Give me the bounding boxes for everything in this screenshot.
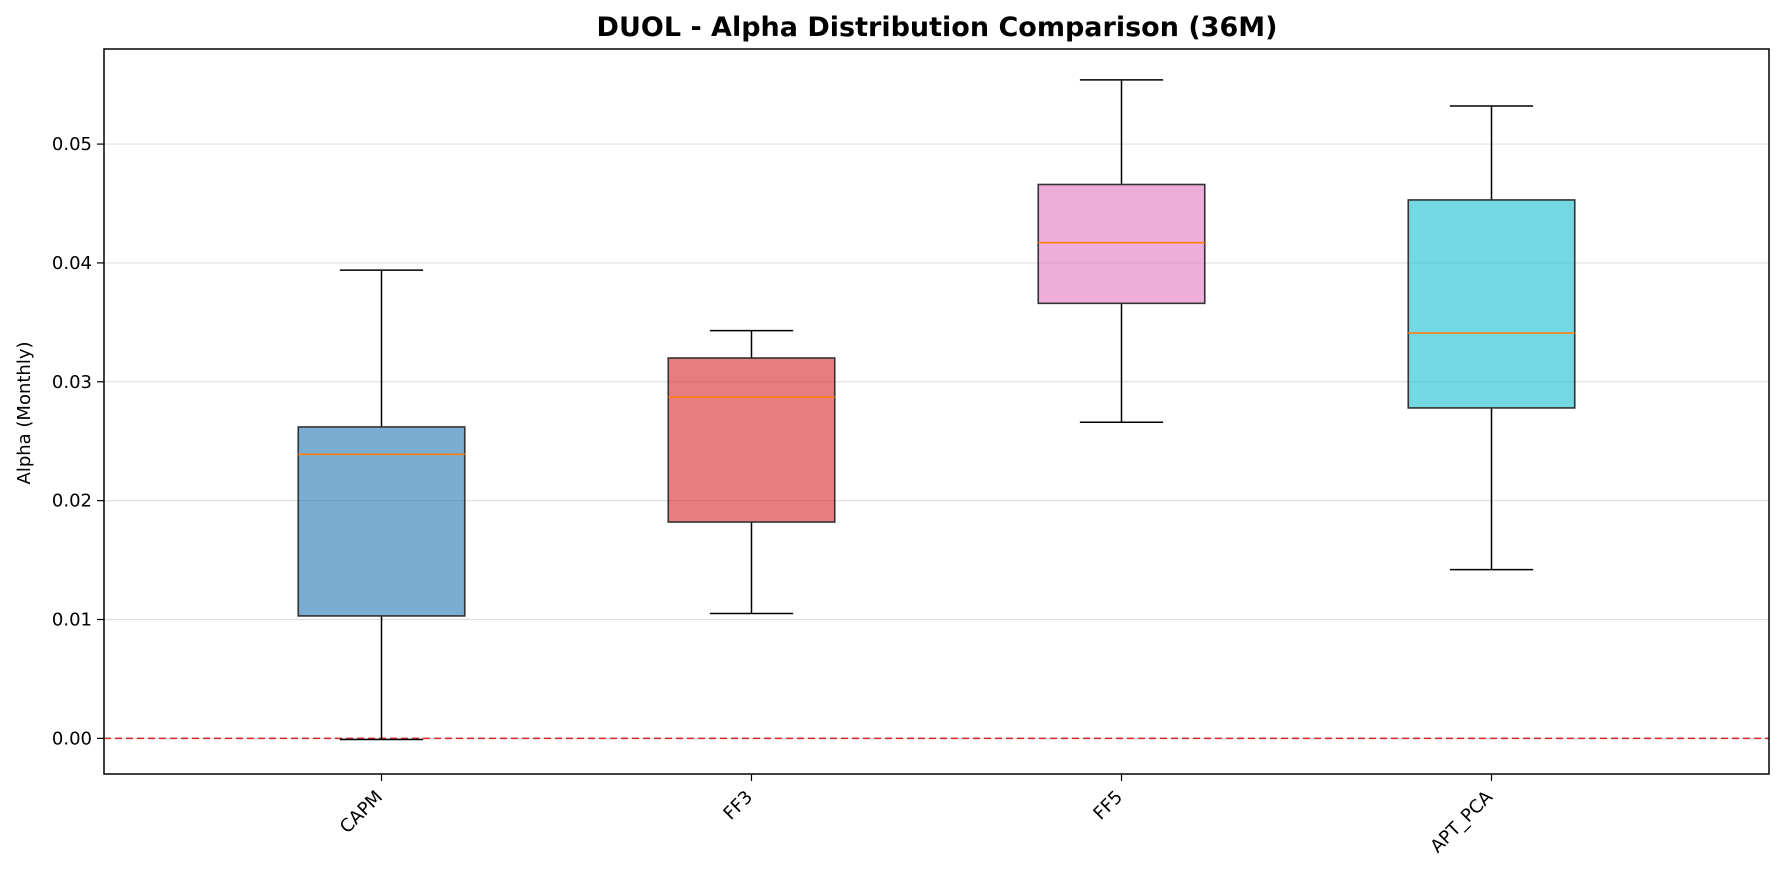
boxes xyxy=(297,79,1576,741)
box-group-apt-pca xyxy=(1407,105,1576,571)
box-group-ff3 xyxy=(667,329,836,615)
box-group-capm xyxy=(297,269,466,741)
x-tick-label: FF3 xyxy=(719,787,757,825)
plot-frame xyxy=(103,48,1770,775)
chart-title: DUOL - Alpha Distribution Comparison (36… xyxy=(597,12,1278,43)
y-axis-label: Alpha (Monthly) xyxy=(14,341,35,484)
y-tick-label: 0.02 xyxy=(52,491,92,512)
box-group-ff5 xyxy=(1037,79,1206,423)
y-tick-label: 0.00 xyxy=(52,728,92,749)
y-tick-label: 0.05 xyxy=(52,134,92,155)
iqr-box xyxy=(297,426,466,617)
x-tick-label: FF5 xyxy=(1089,787,1127,825)
y-tick-label: 0.04 xyxy=(52,253,92,274)
iqr-box xyxy=(667,357,836,523)
y-tick-label: 0.01 xyxy=(52,609,92,630)
x-tick-label: APT_PCA xyxy=(1426,786,1497,857)
iqr-box xyxy=(1407,199,1576,409)
iqr-box xyxy=(1037,183,1206,305)
y-tick-label: 0.03 xyxy=(52,372,92,393)
x-tick-label: CAPM xyxy=(336,787,387,838)
